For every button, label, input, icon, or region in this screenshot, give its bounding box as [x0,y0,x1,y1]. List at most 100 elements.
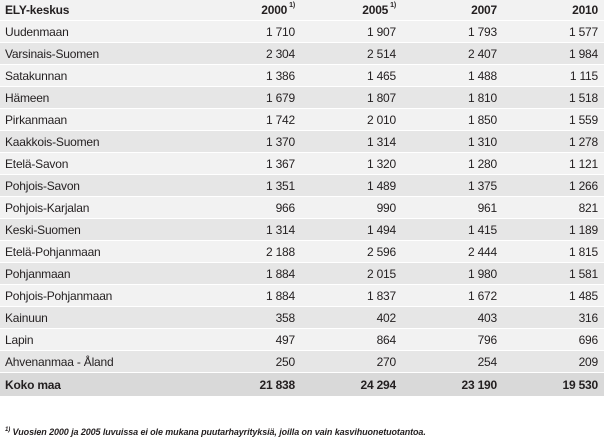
region-name: Varsinais-Suomen [0,42,200,65]
table-row: Pohjanmaan 1 884 2 015 1 980 1 581 [0,262,604,285]
region-name: Hämeen [0,86,200,109]
region-name: Pohjois-Savon [0,174,200,197]
cell-value: 316 [503,306,604,329]
cell-value: 1 577 [503,20,604,43]
table-row: Varsinais-Suomen 2 304 2 514 2 407 1 984 [0,42,604,65]
table-row: Pohjois-Savon 1 351 1 489 1 375 1 266 [0,174,604,197]
cell-value: 1 559 [503,108,604,131]
region-name: Ahvenanmaa - Åland [0,350,200,373]
column-header-year: 2000 1) [200,0,301,21]
total-value: 19 530 [503,372,604,397]
cell-value: 1 742 [200,108,301,131]
cell-value: 1 367 [200,152,301,175]
footnote-text: Vuosien 2000 ja 2005 luvuissa ei ole muk… [10,427,426,437]
cell-value: 1 485 [503,284,604,307]
region-name: Kaakkois-Suomen [0,130,200,153]
column-header-year: 2005 1) [301,0,402,21]
cell-value: 2 596 [301,240,402,263]
region-name: Lapin [0,328,200,351]
region-name: Pohjanmaan [0,262,200,285]
column-header-year: 2010 [503,0,604,21]
cell-value: 2 188 [200,240,301,263]
cell-value: 2 407 [402,42,503,65]
cell-value: 1 314 [301,130,402,153]
cell-value: 1 266 [503,174,604,197]
year-label: 2007 [471,3,497,17]
cell-value: 1 465 [301,64,402,87]
table-body: Uudenmaan 1 710 1 907 1 793 1 577 Varsinais-S… [0,20,604,373]
cell-value: 358 [200,306,301,329]
cell-value: 1 518 [503,86,604,109]
table-row: Hämeen 1 679 1 807 1 810 1 518 [0,86,604,109]
cell-value: 1 189 [503,218,604,241]
table-row: Ahvenanmaa - Åland 250 270 254 209 [0,350,604,373]
cell-value: 1 280 [402,152,503,175]
region-name: Kainuun [0,306,200,329]
cell-value: 270 [301,350,402,373]
cell-value: 2 015 [301,262,402,285]
cell-value: 990 [301,196,402,219]
cell-value: 1 415 [402,218,503,241]
statistics-table: ELY-keskus 2000 1) 2005 1) 2007 2010 Uuden… [0,0,604,397]
cell-value: 1 793 [402,20,503,43]
cell-value: 1 121 [503,152,604,175]
total-value: 24 294 [301,372,402,397]
table-header-row: ELY-keskus 2000 1) 2005 1) 2007 2010 [0,0,604,21]
table-row: Satakunnan 1 386 1 465 1 488 1 115 [0,64,604,87]
cell-value: 1 884 [200,262,301,285]
cell-value: 2 444 [402,240,503,263]
cell-value: 821 [503,196,604,219]
cell-value: 864 [301,328,402,351]
cell-value: 1 815 [503,240,604,263]
cell-value: 966 [200,196,301,219]
region-name: Keski-Suomen [0,218,200,241]
cell-value: 1 278 [503,130,604,153]
cell-value: 2 514 [301,42,402,65]
cell-value: 250 [200,350,301,373]
cell-value: 2 010 [301,108,402,131]
total-value: 23 190 [402,372,503,397]
year-label: 2005 [362,3,389,17]
table-row: Kainuun 358 402 403 316 [0,306,604,329]
cell-value: 1 489 [301,174,402,197]
total-label: Koko maa [0,372,200,397]
cell-value: 1 672 [402,284,503,307]
column-header-year: 2007 [402,0,503,21]
cell-value: 1 488 [402,64,503,87]
cell-value: 1 837 [301,284,402,307]
cell-value: 1 810 [402,86,503,109]
table-row: Lapin 497 864 796 696 [0,328,604,351]
region-name: Pohjois-Pohjanmaan [0,284,200,307]
table-row: Keski-Suomen 1 314 1 494 1 415 1 189 [0,218,604,241]
total-row: Koko maa 21 838 24 294 23 190 19 530 [0,372,604,397]
region-name: Pirkanmaan [0,108,200,131]
cell-value: 402 [301,306,402,329]
table-row: Pirkanmaan 1 742 2 010 1 850 1 559 [0,108,604,131]
cell-value: 1 679 [200,86,301,109]
cell-value: 1 375 [402,174,503,197]
table-row: Pohjois-Karjalan 966 990 961 821 [0,196,604,219]
cell-value: 1 984 [503,42,604,65]
cell-value: 1 884 [200,284,301,307]
cell-value: 961 [402,196,503,219]
region-name: Satakunnan [0,64,200,87]
cell-value: 696 [503,328,604,351]
year-label: 2000 [261,3,288,17]
cell-value: 1 314 [200,218,301,241]
cell-value: 1 320 [301,152,402,175]
cell-value: 1 710 [200,20,301,43]
table-row: Kaakkois-Suomen 1 370 1 314 1 310 1 278 [0,130,604,153]
cell-value: 209 [503,350,604,373]
total-value: 21 838 [200,372,301,397]
cell-value: 1 386 [200,64,301,87]
cell-value: 1 581 [503,262,604,285]
footnote: 1) Vuosien 2000 ja 2005 luvuissa ei ole … [5,427,426,437]
cell-value: 1 850 [402,108,503,131]
cell-value: 1 807 [301,86,402,109]
footnote-mark: 1) [5,427,11,433]
region-name: Pohjois-Karjalan [0,196,200,219]
cell-value: 1 980 [402,262,503,285]
cell-value: 497 [200,328,301,351]
table-row: Etelä-Pohjanmaan 2 188 2 596 2 444 1 815 [0,240,604,263]
footnote-marker: 1) [390,2,396,9]
